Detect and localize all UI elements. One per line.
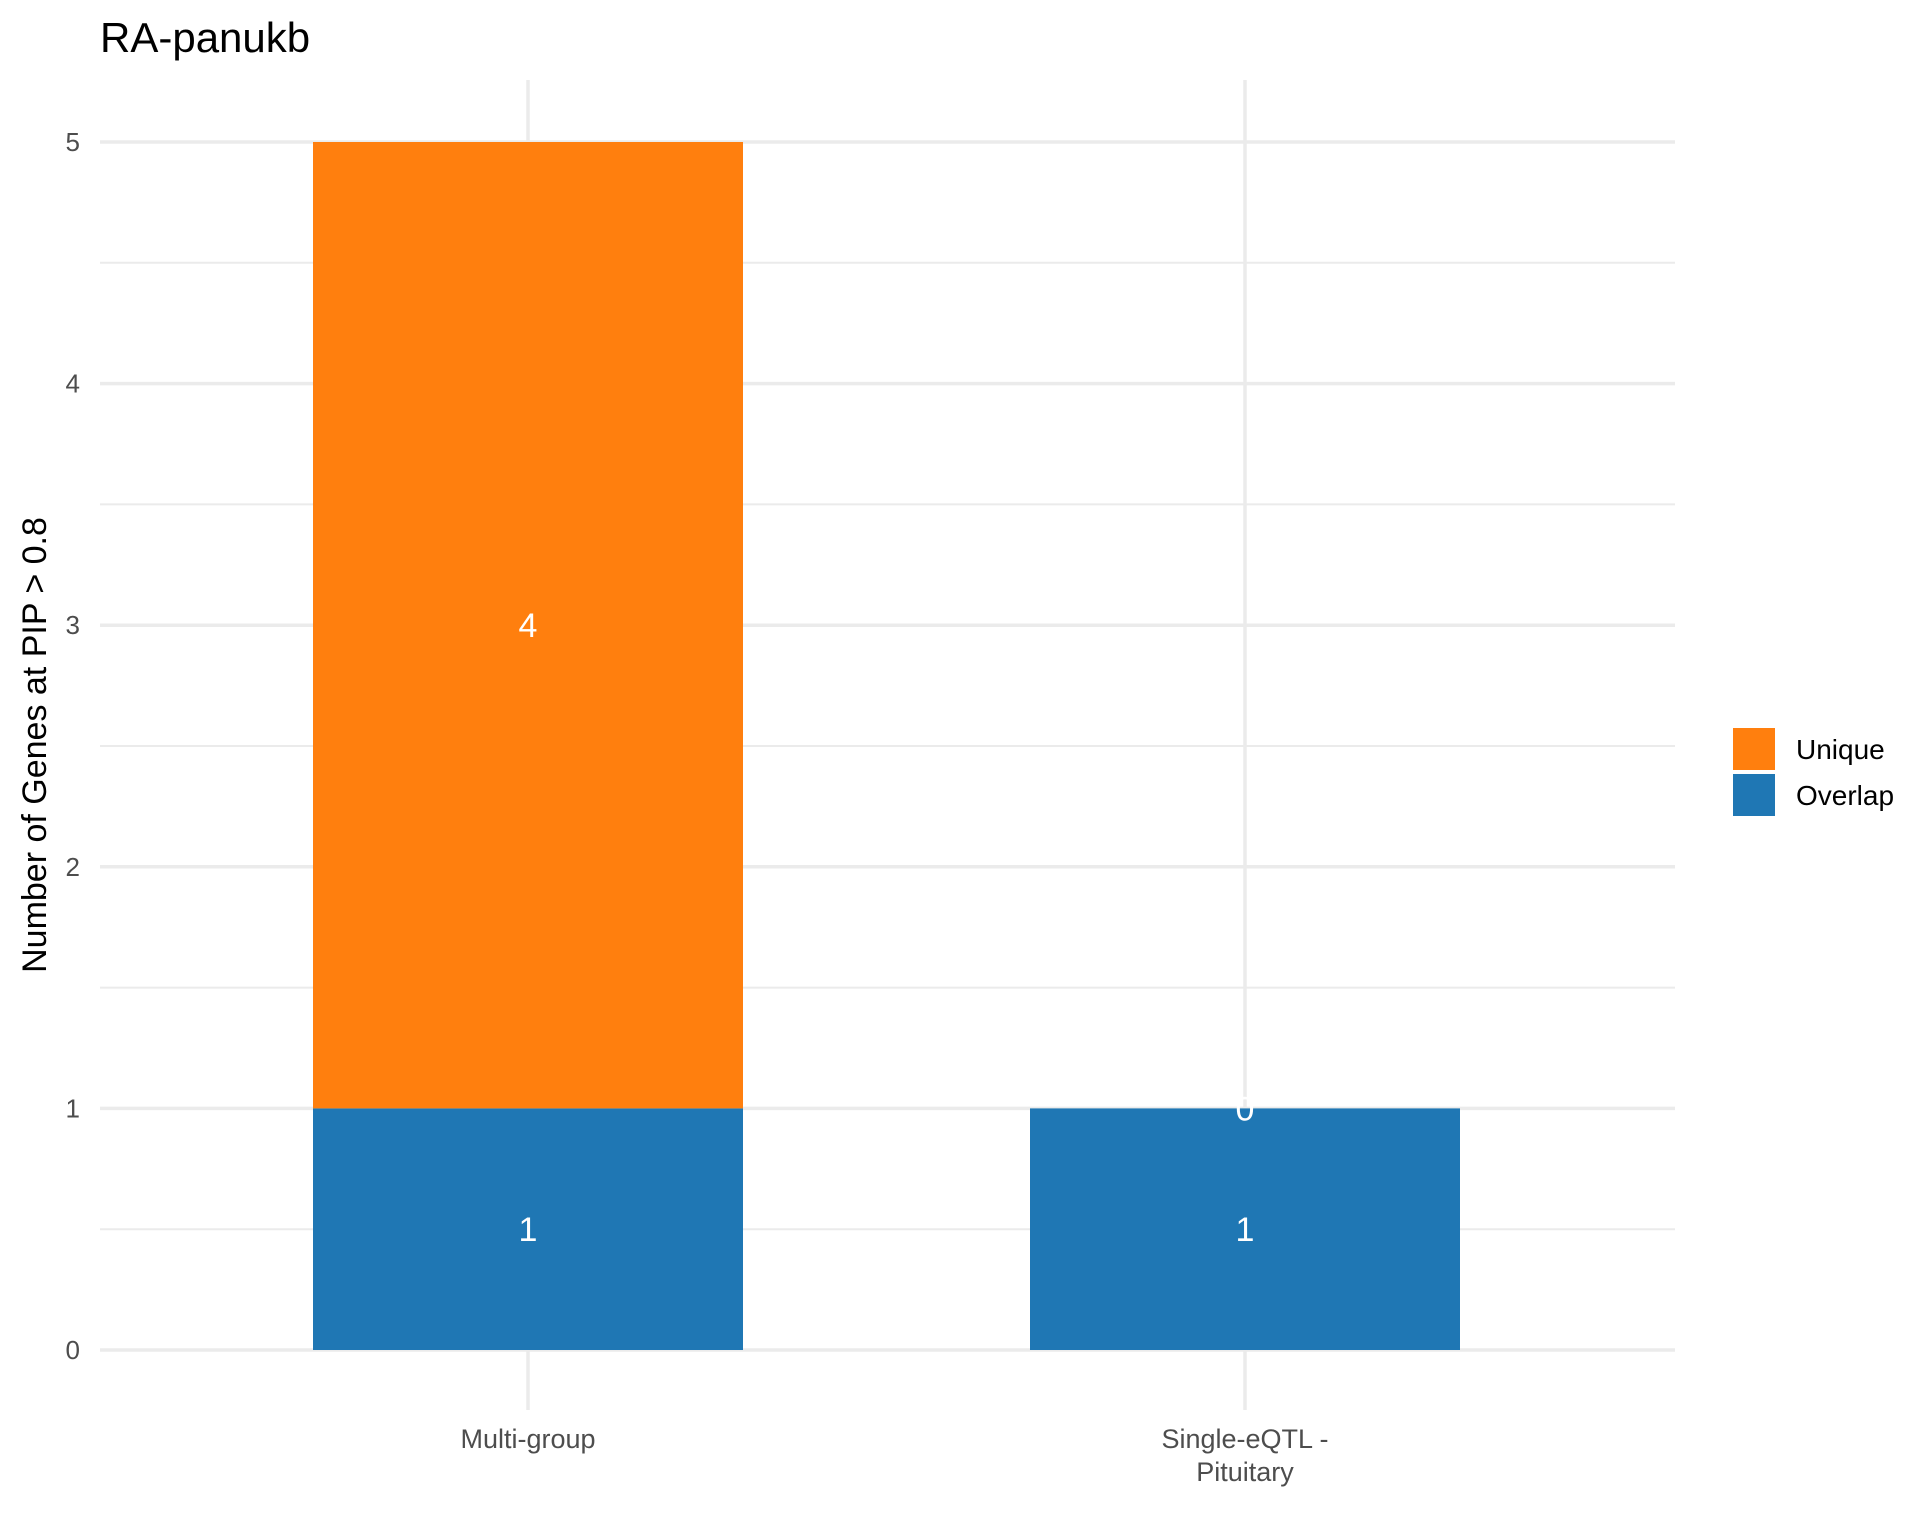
y-axis-ticks: 0 1 2 3 4 5 [66,127,80,1365]
bar-overlap [1030,1108,1460,1350]
y-tick-label: 1 [66,1093,80,1123]
chart-title: RA-panukb [100,14,310,61]
legend: Unique Overlap [1733,728,1894,816]
segment-labels: 1 4 1 0 [519,607,1255,1249]
x-axis-ticks: Multi-group Single-eQTL -Pituitary [460,1424,1328,1487]
legend-label-overlap: Overlap [1796,780,1894,811]
y-tick-label: 5 [66,127,80,157]
y-tick-label: 3 [66,610,80,640]
legend-label-unique: Unique [1796,734,1885,765]
x-tick-label: Pituitary [1196,1457,1294,1487]
y-tick-label: 4 [66,369,80,399]
bar-overlap [313,1108,743,1350]
y-axis-label: Number of Genes at PIP > 0.8 [16,517,54,973]
bars [313,142,1460,1350]
legend-key-unique [1733,728,1775,770]
y-tick-label: 2 [66,852,80,882]
x-tick-label: Multi-group [460,1424,595,1454]
segment-label-overlap: 1 [1236,1211,1255,1249]
segment-label-overlap: 1 [519,1211,538,1249]
bar-unique [313,142,743,1109]
x-tick-label: Single-eQTL - [1161,1424,1328,1454]
legend-key-overlap [1733,774,1775,816]
y-tick-label: 0 [66,1335,80,1365]
segment-label-unique: 4 [519,607,538,645]
segment-label-unique: 0 [1236,1090,1255,1128]
